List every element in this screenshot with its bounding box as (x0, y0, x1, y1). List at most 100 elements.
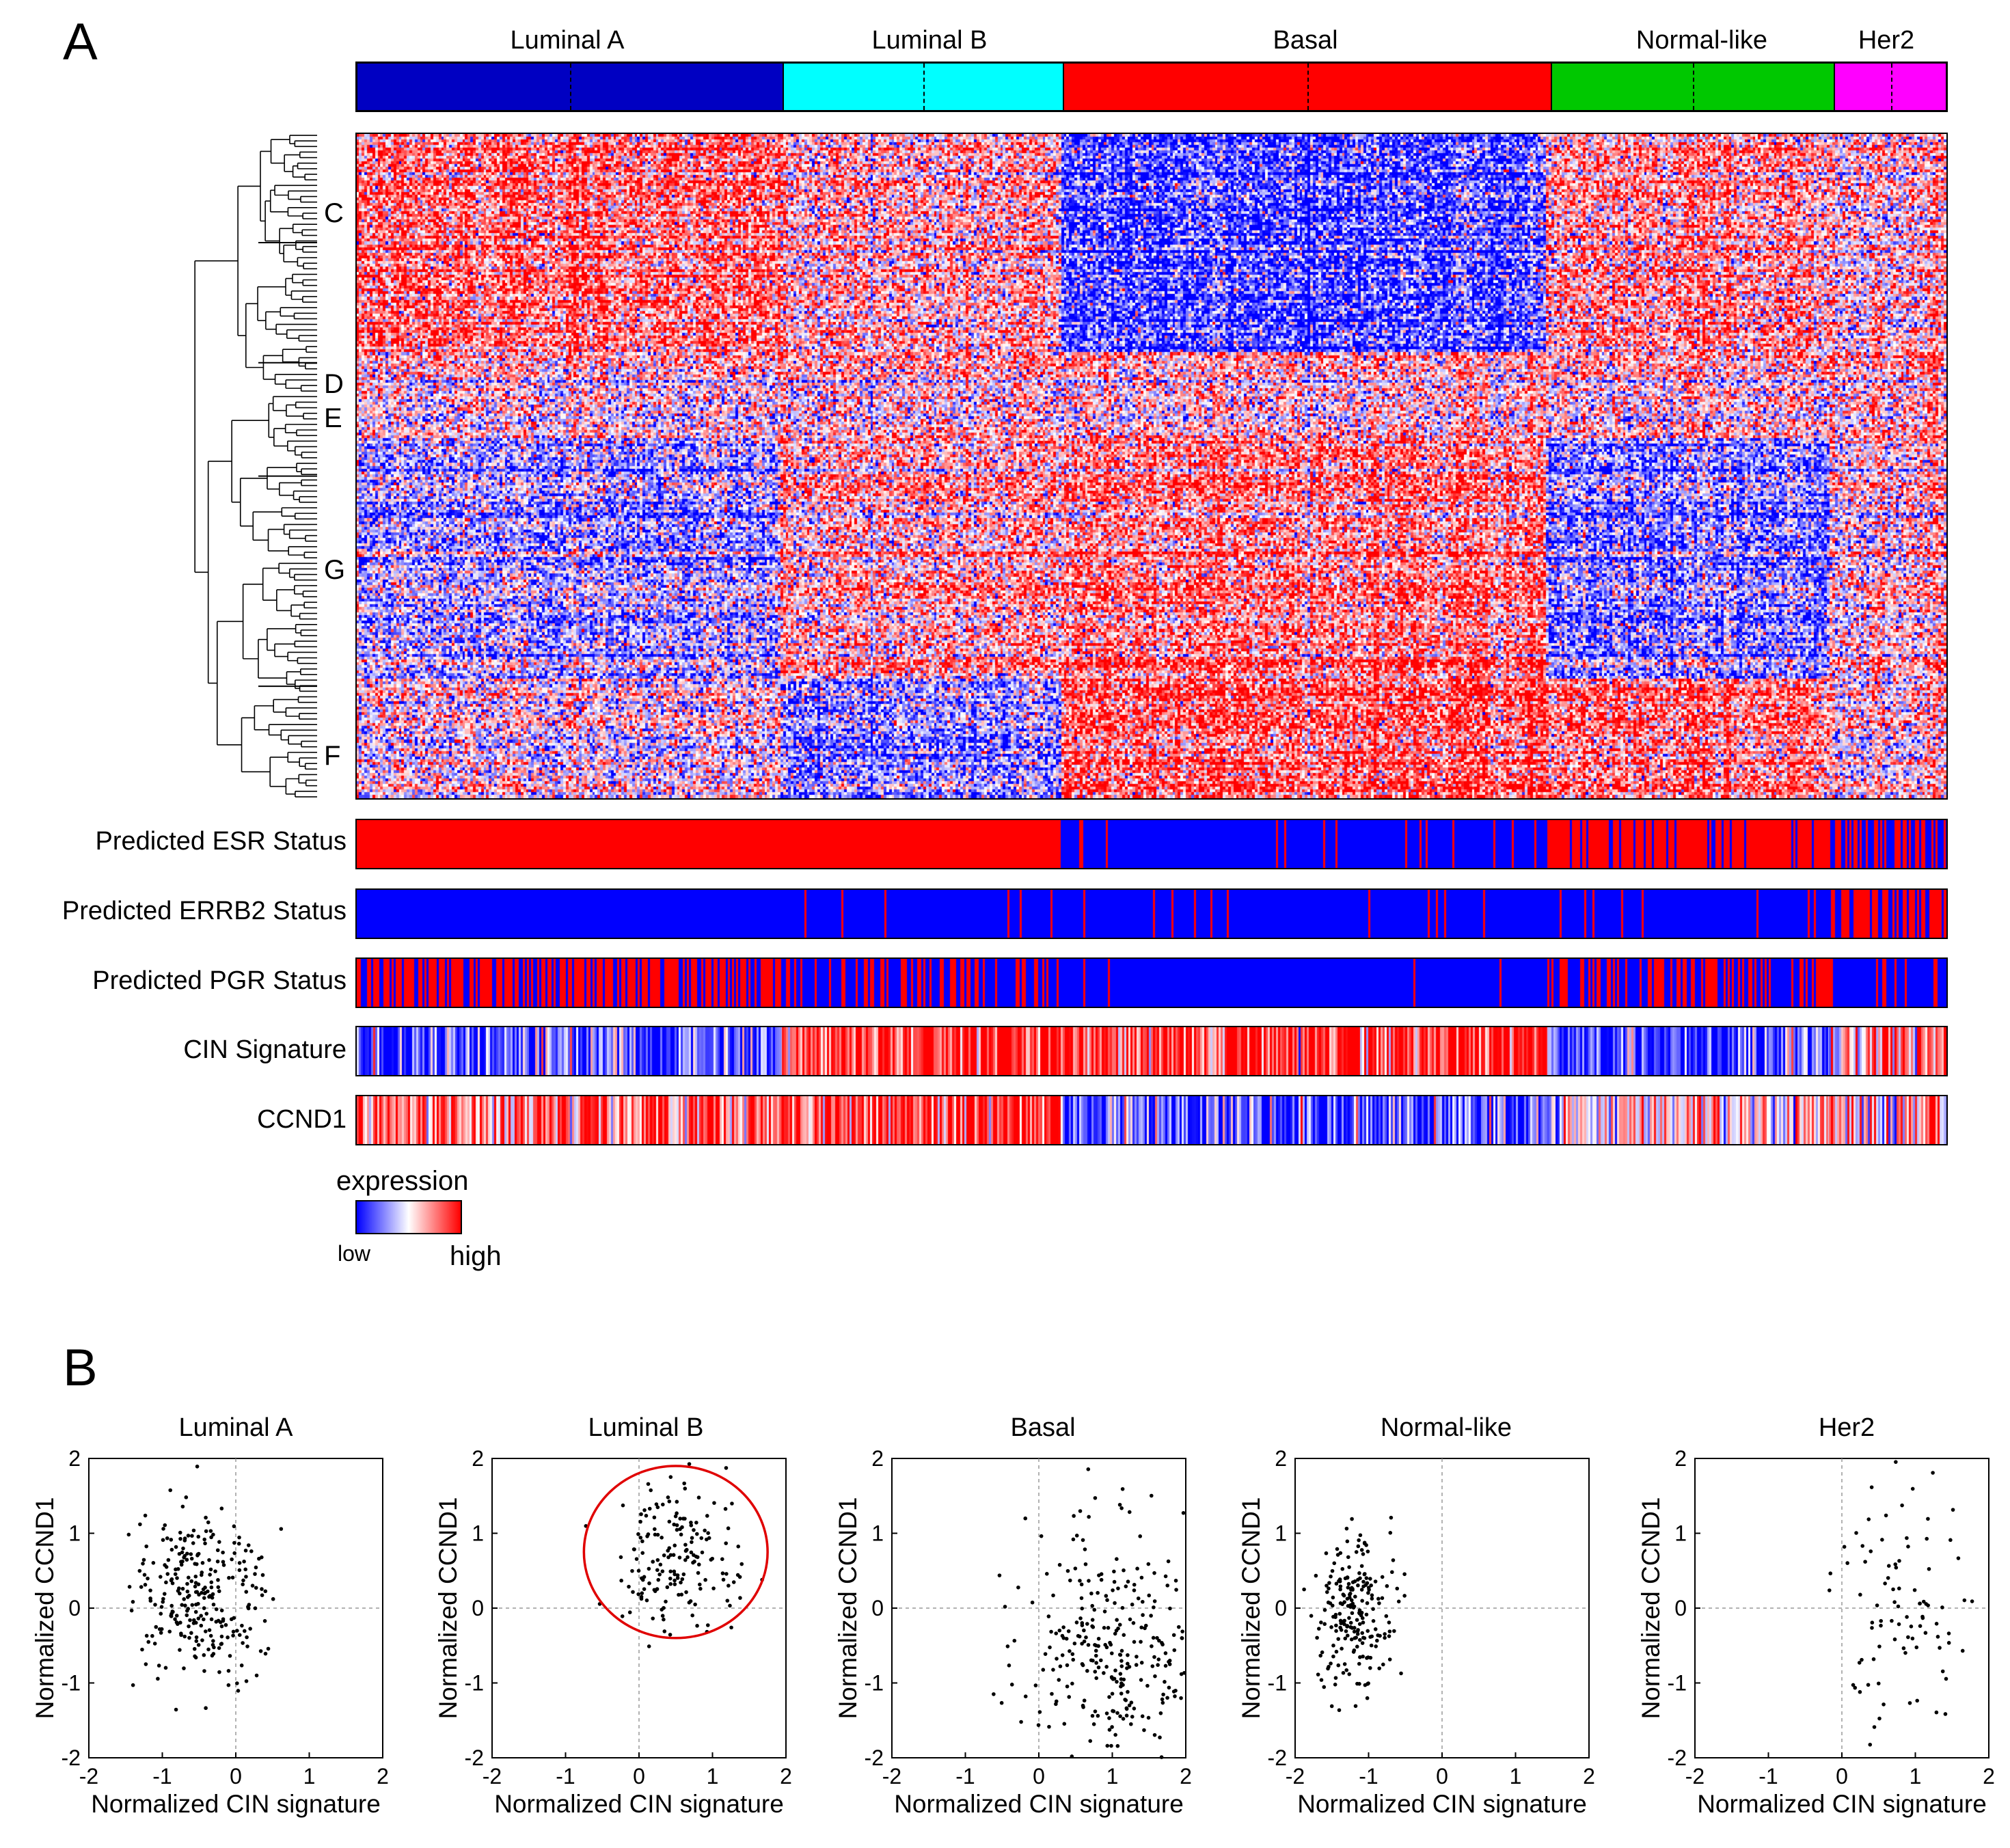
data-point (1127, 1665, 1132, 1669)
data-point (183, 1603, 187, 1608)
data-point (1322, 1607, 1327, 1612)
data-point (1345, 1575, 1350, 1579)
data-point (1168, 1606, 1172, 1611)
data-point (665, 1585, 670, 1590)
data-point (1956, 1556, 1961, 1560)
data-point (1376, 1596, 1381, 1601)
data-point (1331, 1643, 1335, 1648)
data-point (1139, 1640, 1143, 1644)
data-point (1174, 1588, 1178, 1592)
data-point (178, 1648, 182, 1652)
data-point (705, 1623, 710, 1627)
data-point (1923, 1631, 1928, 1635)
data-point (1149, 1614, 1153, 1618)
data-point (1387, 1629, 1392, 1633)
data-point (211, 1602, 216, 1607)
data-point (1074, 1534, 1079, 1538)
data-point (1367, 1588, 1371, 1592)
x-tick-label: -2 (79, 1764, 98, 1789)
data-point (627, 1610, 632, 1615)
data-point (1360, 1641, 1365, 1645)
data-point (1107, 1695, 1111, 1699)
data-point (209, 1585, 214, 1590)
data-point (639, 1594, 644, 1599)
data-point (182, 1555, 186, 1560)
data-point (170, 1581, 175, 1586)
data-point (193, 1584, 198, 1589)
data-point (1167, 1662, 1172, 1666)
data-point (1110, 1725, 1114, 1729)
data-point (662, 1553, 666, 1558)
data-point (1091, 1722, 1096, 1726)
data-point (1132, 1582, 1137, 1587)
data-point (163, 1523, 167, 1527)
data-point (1329, 1574, 1333, 1579)
data-point (1900, 1503, 1904, 1508)
data-point (165, 1572, 170, 1576)
data-point (1357, 1622, 1362, 1627)
data-point (1870, 1620, 1875, 1625)
data-point (1938, 1646, 1942, 1650)
data-point (636, 1568, 641, 1573)
data-point (186, 1575, 191, 1580)
data-point (1113, 1601, 1117, 1605)
subtype-bar-luminal-a (357, 64, 784, 110)
data-point (209, 1580, 214, 1585)
data-point (208, 1633, 213, 1638)
data-point (207, 1558, 211, 1562)
data-point (178, 1530, 182, 1535)
data-point (1071, 1657, 1076, 1662)
data-point (657, 1572, 662, 1577)
data-point (250, 1584, 255, 1588)
data-point (1081, 1538, 1085, 1543)
data-point (1358, 1576, 1362, 1581)
data-point (1033, 1683, 1038, 1687)
data-point (1067, 1695, 1072, 1699)
data-point (1347, 1672, 1352, 1676)
data-point (202, 1606, 206, 1610)
data-point (999, 1700, 1004, 1705)
y-tick-label: 1 (472, 1521, 484, 1546)
data-point (1081, 1663, 1085, 1668)
data-point (1104, 1594, 1109, 1598)
data-point (189, 1552, 193, 1556)
data-point (1129, 1700, 1134, 1704)
data-point (148, 1599, 153, 1603)
data-point (1337, 1708, 1342, 1713)
data-point (1096, 1665, 1101, 1670)
y-tick-label: 1 (1674, 1521, 1687, 1546)
data-point (638, 1536, 643, 1540)
data-point (1126, 1661, 1130, 1666)
legend-color-bar (355, 1200, 462, 1234)
data-point (1374, 1644, 1378, 1648)
data-point (127, 1585, 132, 1589)
data-point (738, 1596, 742, 1600)
data-point (206, 1589, 210, 1594)
track-pgr-status (355, 957, 1948, 1008)
data-point (159, 1605, 164, 1609)
data-point (217, 1646, 221, 1650)
data-point (1076, 1633, 1081, 1638)
data-point (737, 1575, 742, 1579)
data-point (221, 1560, 226, 1564)
data-point (1114, 1629, 1119, 1633)
data-point (194, 1635, 199, 1640)
x-tick-label: -2 (1286, 1764, 1305, 1789)
data-point (1109, 1642, 1113, 1647)
data-point (705, 1514, 709, 1518)
data-point (1143, 1626, 1147, 1631)
data-point (1369, 1643, 1374, 1648)
data-point (1338, 1587, 1342, 1592)
data-point (640, 1539, 644, 1544)
y-tick-label: 2 (1275, 1446, 1287, 1471)
data-point (213, 1569, 217, 1573)
data-point (1356, 1544, 1361, 1549)
subtype-label-luminal-b: Luminal B (871, 26, 988, 55)
data-point (180, 1586, 185, 1591)
y-tick-label: 2 (68, 1446, 81, 1471)
data-point (1111, 1709, 1115, 1713)
data-point (1160, 1697, 1165, 1702)
data-point (1894, 1460, 1898, 1464)
data-point (1918, 1601, 1922, 1606)
data-point (1087, 1579, 1091, 1583)
